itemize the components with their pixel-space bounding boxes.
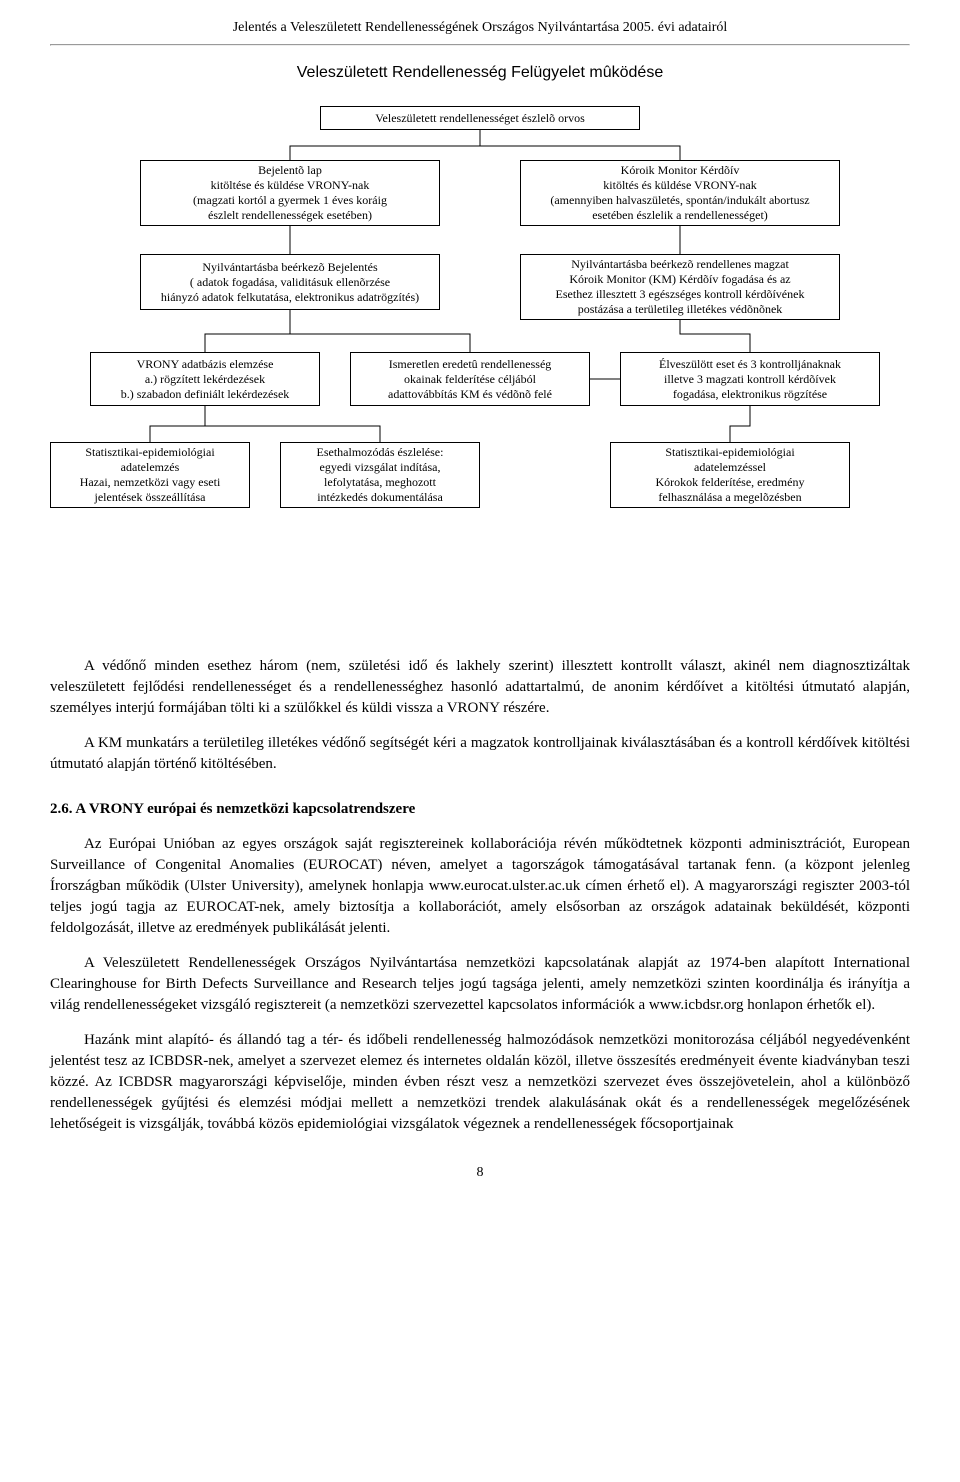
page-header: Jelentés a Veleszületett Rendellenességé… <box>50 20 910 36</box>
paragraph: A Veleszületett Rendellenességek Országo… <box>50 953 910 1016</box>
flowchart-node: Bejelentõ lapkitöltése és küldése VRONY-… <box>140 160 440 226</box>
paragraph: Hazánk mint alapító- és állandó tag a té… <box>50 1030 910 1135</box>
header-rule <box>50 44 910 46</box>
flowchart-node: Statisztikai-epidemiológiaiadatelemzésse… <box>610 442 850 508</box>
flowchart-node: VRONY adatbázis elemzésea.) rögzített le… <box>90 352 320 406</box>
flowchart-node: Statisztikai-epidemiológiaiadatelemzésHa… <box>50 442 250 508</box>
paragraph: Az Európai Unióban az egyes országok saj… <box>50 834 910 939</box>
chart-title: Veleszületett Rendellenesség Felügyelet … <box>50 64 910 82</box>
flowchart-node: Veleszületett rendellenességet észlelõ o… <box>320 106 640 130</box>
page-number: 8 <box>50 1165 910 1181</box>
flowchart-node: Esethalmozódás észlelése:egyedi vizsgála… <box>280 442 480 508</box>
paragraph: A védőnő minden esethez három (nem, szül… <box>50 656 910 719</box>
flowchart-node: Nyilvántartásba beérkezõ rendellenes mag… <box>520 254 840 320</box>
flowchart-node: Nyilvántartásba beérkezõ Bejelentés( ada… <box>140 254 440 310</box>
flowchart-node: Ismeretlen eredetû rendellenességokainak… <box>350 352 590 406</box>
paragraph: A KM munkatárs a területileg illetékes v… <box>50 733 910 775</box>
flowchart: Veleszületett rendellenességet észlelõ o… <box>50 106 910 626</box>
flowchart-node: Élveszülött eset és 3 kontrolljánaknakil… <box>620 352 880 406</box>
flowchart-node: Kóroik Monitor Kérdõívkitöltés és küldés… <box>520 160 840 226</box>
section-heading: 2.6. A VRONY európai és nemzetközi kapcs… <box>50 801 910 818</box>
